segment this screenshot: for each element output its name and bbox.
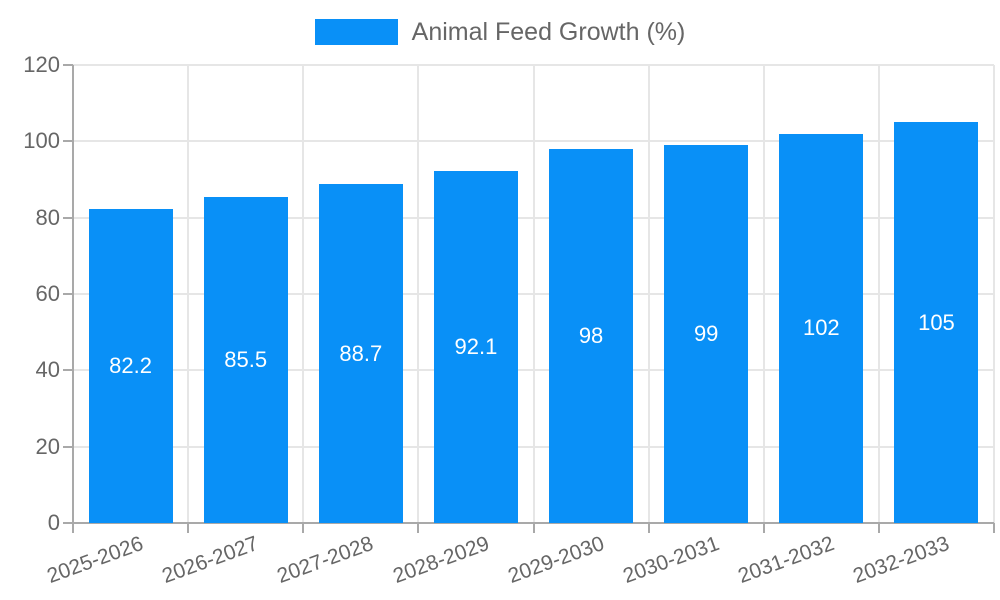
bar-value-label: 98: [578, 322, 604, 348]
y-axis-tick-label: 100: [23, 128, 60, 154]
legend-series-label: Animal Feed Growth (%): [411, 17, 686, 46]
x-axis-category-label: 2030-2031: [619, 532, 723, 588]
bar-value-label: 88.7: [339, 340, 383, 366]
bar-value-label: 92.1: [454, 334, 498, 360]
bar-value-label: 102: [802, 315, 840, 341]
y-axis-tick: [63, 293, 73, 295]
x-gridline: [532, 65, 535, 523]
x-axis-tick: [417, 523, 420, 533]
x-axis-line: [63, 522, 994, 524]
bar[interactable]: 92.1: [433, 171, 518, 523]
y-axis-tick: [63, 64, 73, 66]
x-axis-tick: [647, 523, 650, 533]
y-axis-tick: [63, 369, 73, 372]
bar[interactable]: 88.7: [318, 184, 403, 523]
bar[interactable]: 99: [664, 145, 749, 523]
x-axis-tick: [532, 523, 535, 533]
y-axis-tick-label: 40: [35, 357, 60, 383]
x-axis-category-label: 2032-2033: [850, 532, 953, 588]
x-axis-category-label: 2028-2029: [389, 532, 492, 588]
x-axis-tick: [877, 523, 880, 533]
y-axis-tick: [63, 216, 73, 219]
x-axis-category-label: 2031-2032: [734, 532, 838, 588]
bar[interactable]: 82.2: [88, 209, 173, 523]
x-gridline: [647, 65, 650, 523]
bar-value-label: 99: [693, 321, 719, 347]
bar[interactable]: 102: [779, 133, 864, 523]
bar[interactable]: 105: [894, 122, 979, 523]
x-axis-category-label: 2025-2026: [44, 532, 147, 588]
x-gridline: [877, 65, 880, 523]
y-axis-tick: [63, 140, 73, 143]
x-axis-tick: [762, 523, 765, 533]
bar-value-label: 105: [918, 309, 955, 335]
bar[interactable]: 98: [549, 148, 634, 523]
bar-value-label: 82.2: [109, 353, 152, 379]
bar[interactable]: 85.5: [203, 196, 288, 523]
x-gridline: [187, 65, 190, 523]
y-axis-tick-label: 80: [35, 204, 60, 230]
y-axis-tick-label: 20: [35, 433, 60, 459]
x-axis-tick: [187, 523, 190, 533]
chart-legend[interactable]: Animal Feed Growth (%): [0, 18, 1000, 46]
bar-value-label: 85.5: [224, 346, 268, 372]
y-axis-tick-label: 0: [47, 510, 60, 535]
y-axis-tick-label: 120: [23, 52, 60, 77]
x-axis-category-label: 2027-2028: [274, 532, 377, 588]
legend-color-swatch-icon: [314, 19, 398, 45]
x-gridline: [302, 65, 305, 523]
x-axis-category-label: 2026-2027: [159, 532, 262, 588]
x-axis-category-label: 2029-2030: [504, 532, 607, 588]
x-axis-tick: [993, 523, 995, 533]
x-axis-tick: [302, 523, 305, 533]
y-axis-tick: [63, 445, 73, 448]
y-axis-line: [72, 65, 74, 533]
x-gridline: [993, 65, 995, 523]
y-axis-tick-label: 60: [35, 281, 60, 306]
x-gridline: [762, 65, 765, 523]
x-gridline: [417, 65, 420, 523]
